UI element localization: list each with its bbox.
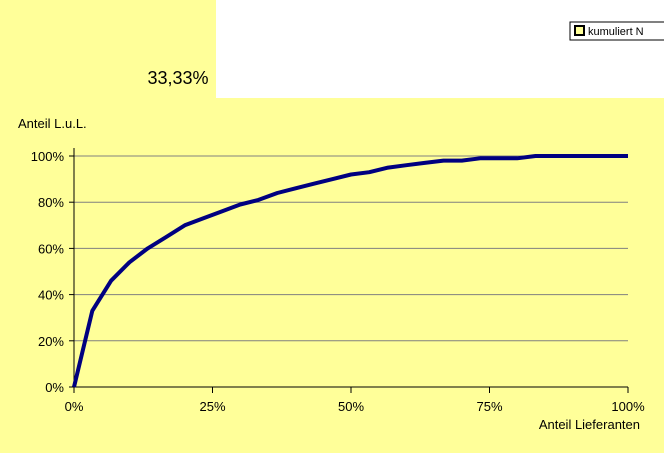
legend: kumuliert N xyxy=(569,21,664,41)
x-tick-label: 75% xyxy=(476,399,502,414)
x-tick-label: 0% xyxy=(65,399,84,414)
series-line-kumuliert xyxy=(72,154,628,388)
gridlines xyxy=(74,155,628,342)
y-tick-label: 60% xyxy=(38,241,64,256)
x-tick-label: 100% xyxy=(611,399,645,414)
legend-box xyxy=(569,21,664,41)
top-value-panel xyxy=(0,0,216,98)
legend-swatch xyxy=(574,25,585,36)
series-lines xyxy=(72,154,628,388)
y-tick-label: 80% xyxy=(38,195,64,210)
y-tick-label: 40% xyxy=(38,288,64,303)
plot-panel xyxy=(0,98,664,453)
y-axis-title: Anteil L.u.L. xyxy=(18,116,87,131)
y-tick-label: 100% xyxy=(31,149,65,164)
x-axis-title: Anteil Lieferanten xyxy=(539,417,640,432)
x-tick-label: 50% xyxy=(338,399,364,414)
y-tick-label: 0% xyxy=(45,380,64,395)
top-value-label: 33,33% xyxy=(147,68,208,88)
legend-label: kumuliert N xyxy=(588,26,644,38)
y-tick-label: 20% xyxy=(38,334,64,349)
axes xyxy=(69,148,629,393)
tick-labels: 0% 20% 40% 60% 80% 100% 0% 25% 50% 75% 100% xyxy=(31,149,645,414)
x-tick-label: 25% xyxy=(199,399,225,414)
